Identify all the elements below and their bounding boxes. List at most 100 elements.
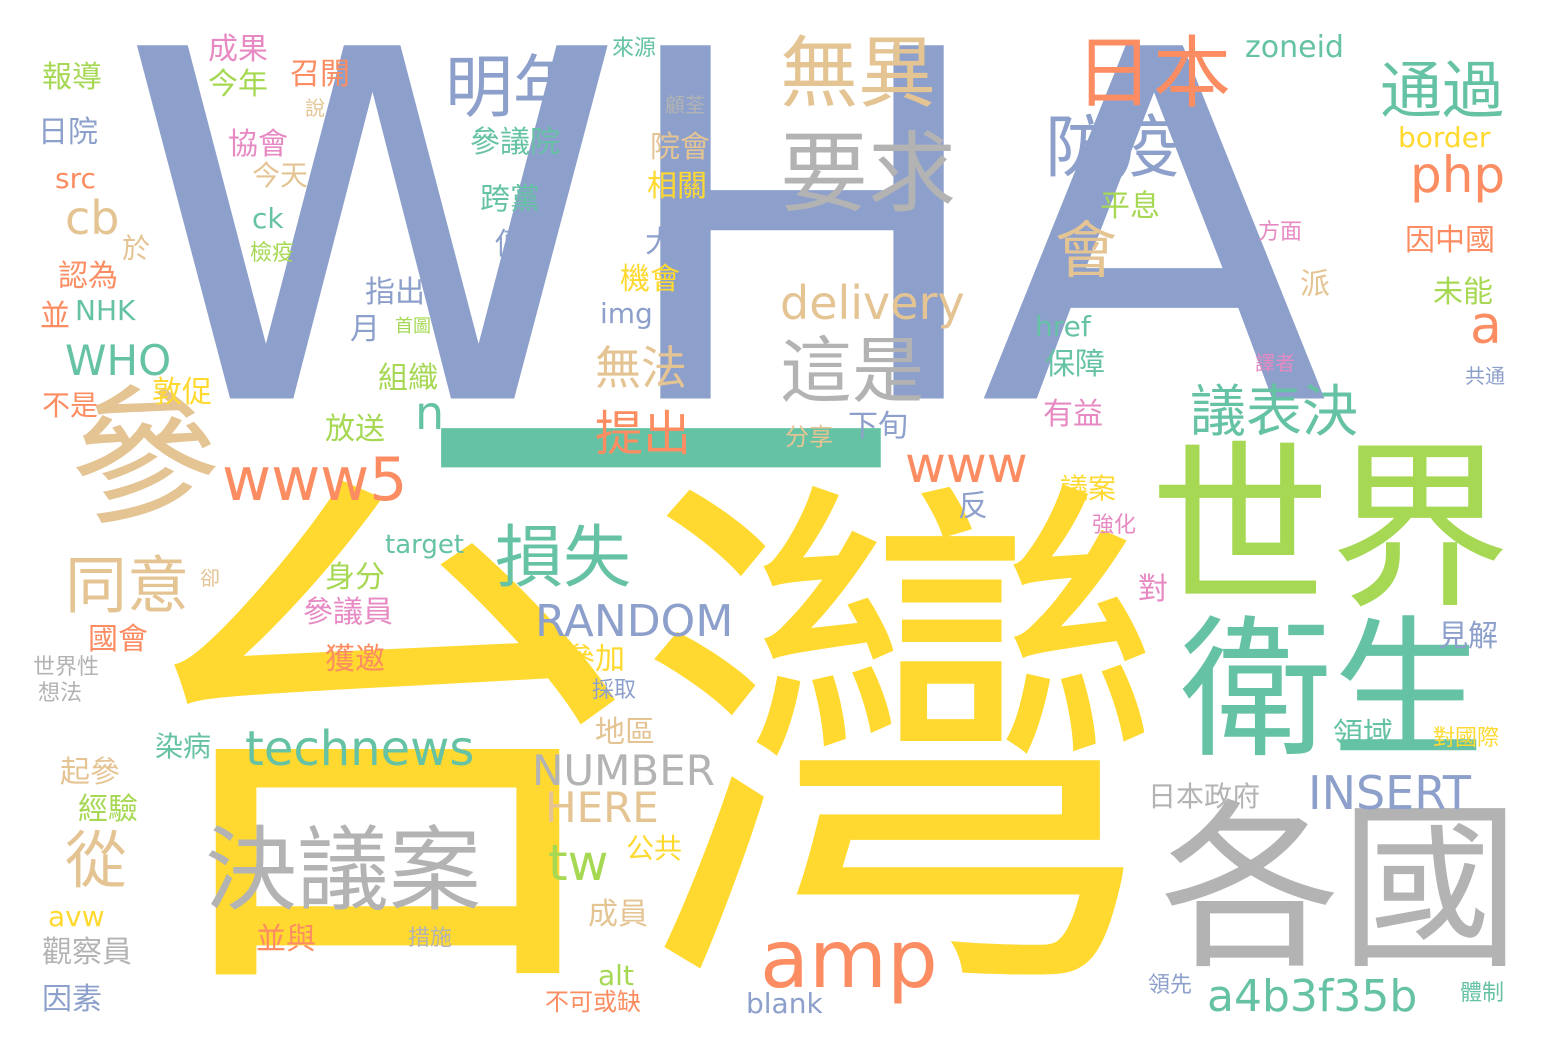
word-canyiyuan2: 參議員: [303, 598, 393, 628]
word-bing: 並: [40, 302, 70, 332]
word-fangyi: 防疫: [1045, 115, 1181, 183]
word-chengguo: 成果: [208, 35, 268, 65]
word-bingyu: 並與: [256, 925, 316, 955]
word-riben: 日本: [1075, 35, 1231, 113]
word-jintian: 今天: [252, 162, 308, 190]
word-gonggong: 公共: [626, 835, 682, 863]
word-zuzhi: 組織: [378, 364, 438, 394]
word-tongguo: 通過: [1380, 60, 1504, 122]
word-chengyuan: 成員: [588, 900, 648, 930]
word-a4b3f35b: a4b3f35b: [1207, 975, 1417, 1019]
word-cb: cb: [65, 195, 120, 241]
word-lingxian: 領先: [1148, 975, 1192, 997]
word-alt: alt: [598, 962, 634, 990]
word-www5: www5: [222, 450, 407, 510]
word-dunchu: 敦促: [152, 378, 212, 408]
word-shoutu: 首圖: [395, 318, 431, 336]
word-gongtong: 共通: [1465, 366, 1505, 386]
word-sunshi: 損失: [495, 525, 631, 593]
word-geguo: 各國: [1160, 800, 1520, 980]
word-laiyuan: 來源: [612, 38, 656, 60]
word-bushi: 不是: [42, 392, 98, 420]
word-www: www: [905, 440, 1028, 490]
word-blank: blank: [746, 990, 823, 1018]
word-guquan: 顧荃: [665, 95, 705, 115]
word-zheshi: 這是: [780, 335, 924, 407]
word-yian: 議案: [1060, 475, 1116, 503]
word-delivery: delivery: [780, 280, 965, 326]
word-here: HERE: [545, 787, 659, 829]
word-baozhang: 保障: [1045, 350, 1105, 380]
word-shijiexing: 世界性: [33, 657, 99, 679]
word-canyiyuan: 參議院: [470, 128, 560, 158]
word-qican: 起參: [60, 758, 120, 788]
word-fenxiang: 分享: [785, 425, 833, 449]
word-avw: avw: [48, 903, 105, 931]
word-guanchayuan: 觀察員: [42, 938, 132, 968]
word-lingyu: 領域: [1333, 720, 1393, 750]
word-hui: 會: [1055, 220, 1117, 282]
word-zoneid: zoneid: [1245, 33, 1344, 63]
word-fangmian: 方面: [1258, 222, 1302, 244]
word-insert: INSERT: [1308, 770, 1471, 816]
word-href: href: [1035, 313, 1091, 341]
word-tongyi: 同意: [65, 555, 189, 617]
word-jingyan: 經驗: [78, 795, 138, 825]
word-canjia: 參加: [565, 645, 625, 675]
word-cong: 從: [65, 830, 127, 892]
word-ranbing: 染病: [155, 733, 211, 761]
word-jihui: 機會: [620, 265, 680, 295]
word-kuadang: 跨黨: [480, 185, 540, 215]
word-weineng: 未能: [1433, 278, 1493, 308]
word-huoyao: 獲邀: [325, 645, 385, 675]
word-yinzhongguo: 因中國: [1405, 226, 1495, 256]
word-diqu: 地區: [595, 718, 655, 748]
word-yuanhui: 院會: [650, 133, 710, 163]
word-baodao: 報導: [42, 63, 102, 93]
word-pai: 派: [1300, 270, 1330, 300]
word-yibiaojue: 議表決: [1190, 385, 1358, 441]
word-yu: 於: [122, 235, 150, 263]
word-dahui: 大會: [645, 228, 705, 258]
word-jianyi: 檢疫: [250, 243, 294, 265]
word-xiangguan: 相關: [647, 172, 707, 202]
word-xiehui: 協會: [228, 130, 288, 160]
word-nhk: NHK: [75, 297, 135, 325]
word-dui: 對: [1138, 575, 1168, 605]
word-img: img: [600, 300, 653, 328]
word-fan: 反: [958, 492, 988, 522]
word-tizhi: 體制: [1460, 983, 1504, 1005]
word-pingxi: 平息: [1100, 192, 1160, 222]
word-caiqu: 採取: [592, 680, 636, 702]
word-riyuan: 日院: [38, 118, 98, 148]
word-n: n: [415, 390, 444, 436]
word-cuoshi: 措施: [408, 928, 452, 950]
word-tichu: 提出: [595, 410, 691, 458]
word-guohui: 國會: [88, 625, 148, 655]
word-qianghua: 強化: [1092, 515, 1136, 537]
word-renwei: 認為: [58, 262, 118, 292]
word-yue: 月: [350, 315, 380, 345]
word-random: RANDOM: [535, 600, 733, 644]
word-mingnian: 明年: [445, 55, 581, 123]
word-shuo: 說: [305, 98, 325, 118]
word-yaoqiu: 要求: [780, 130, 956, 218]
word-que: 卻: [200, 568, 220, 588]
word-shenfen: 身分: [325, 563, 385, 593]
word-xiaxun: 下旬: [848, 412, 908, 442]
word-php: php: [1410, 150, 1505, 200]
word-jueyian: 決議案: [205, 825, 481, 917]
word-duiguoji: 對國際: [1433, 728, 1499, 750]
word-ribenzhengfu: 日本政府: [1148, 783, 1260, 811]
word-zhaokai: 召開: [290, 60, 350, 90]
word-shijie: 世界: [1150, 440, 1510, 620]
word-jianjie: 見解: [1438, 622, 1498, 652]
word-yinsu: 因素: [42, 985, 102, 1015]
word-fangsong: 放送: [325, 415, 385, 445]
word-jinnian: 今年: [208, 70, 268, 100]
word-wuyi: 無異: [780, 35, 936, 113]
word-wufa: 無法: [595, 345, 687, 391]
word-chuan: 傳: [495, 230, 525, 260]
word-ck: ck: [252, 205, 284, 233]
